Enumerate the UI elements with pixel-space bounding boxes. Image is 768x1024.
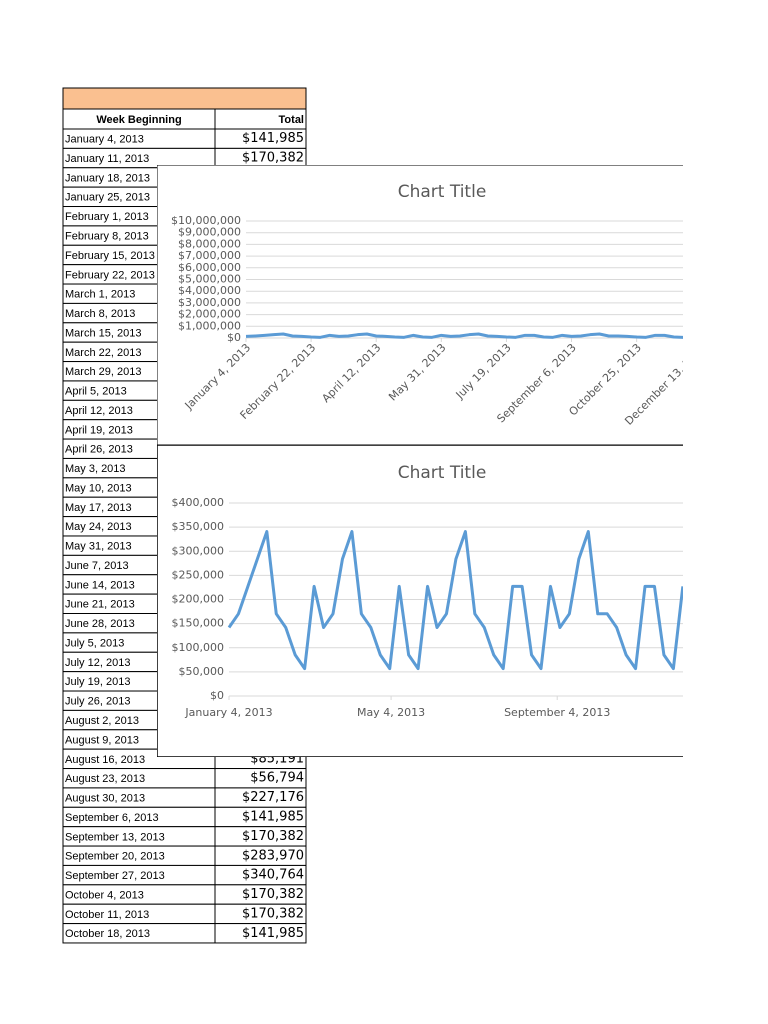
date-cell: August 23, 2013 (65, 773, 145, 785)
y-tick-label: $400,000 (172, 496, 225, 509)
date-cell: January 4, 2013 (65, 134, 144, 146)
y-tick-label: $8,000,000 (178, 237, 241, 250)
data-line (245, 332, 683, 339)
x-tick-label: January 4, 2013 (184, 706, 272, 719)
y-tick-label: $300,000 (172, 544, 225, 557)
y-tick-label: $5,000,000 (178, 273, 241, 286)
chart: Chart Title $0 $50,000 $100,000 $150,000 $20… (157, 445, 683, 757)
date-cell: September 20, 2013 (65, 851, 165, 863)
date-cell: March 1, 2013 (65, 289, 135, 301)
total-cell: $141,985 (242, 809, 304, 824)
date-cell: April 12, 2013 (65, 405, 133, 417)
column-header: Week Beginning (96, 114, 181, 126)
y-tick-label: $0 (227, 331, 241, 344)
total-cell: $141,985 (242, 926, 304, 941)
date-cell: October 11, 2013 (65, 909, 149, 921)
total-cell: $227,176 (242, 790, 304, 805)
header-bar (62, 87, 307, 110)
date-cell: August 2, 2013 (65, 715, 139, 727)
total-cell: $340,764 (242, 868, 304, 883)
column-header: Total (279, 114, 304, 126)
date-cell: September 27, 2013 (65, 870, 165, 882)
date-cell: July 12, 2013 (65, 657, 130, 669)
date-cell: April 5, 2013 (65, 386, 127, 398)
date-cell: April 26, 2013 (65, 444, 133, 456)
chart: Chart Title $0$1,000,000$2,000,000$3,000… (157, 165, 683, 445)
date-cell: February 8, 2013 (65, 230, 149, 242)
total-cell: $170,382 (242, 151, 304, 166)
date-cell: January 18, 2013 (65, 172, 150, 184)
date-cell: October 18, 2013 (65, 928, 150, 940)
date-cell: January 25, 2013 (65, 192, 150, 204)
y-tick-label: $350,000 (172, 520, 225, 533)
y-tick-label: $4,000,000 (178, 284, 241, 297)
chart-title: Chart Title (398, 463, 487, 483)
date-cell: February 15, 2013 (65, 250, 155, 262)
date-cell: March 22, 2013 (65, 347, 141, 359)
y-tick-label: $7,000,000 (178, 249, 241, 262)
y-tick-label: $0 (210, 689, 224, 702)
date-cell: June 21, 2013 (65, 599, 135, 611)
y-tick-label: $1,000,000 (178, 319, 241, 332)
data-line (227, 530, 683, 671)
date-cell: February 22, 2013 (65, 269, 155, 281)
date-cell: August 30, 2013 (65, 793, 145, 805)
date-cell: May 10, 2013 (65, 482, 132, 494)
date-cell: March 29, 2013 (65, 366, 141, 378)
date-cell: March 8, 2013 (65, 308, 135, 320)
date-cell: August 16, 2013 (65, 754, 145, 766)
date-cell: July 26, 2013 (65, 696, 130, 708)
date-cell: January 11, 2013 (65, 153, 149, 165)
date-cell: May 3, 2013 (65, 463, 126, 475)
y-tick-label: $9,000,000 (178, 226, 241, 239)
date-cell: October 4, 2013 (65, 889, 144, 901)
y-tick-label: $150,000 (172, 617, 225, 630)
total-cell: $141,985 (242, 131, 304, 146)
total-cell: $170,382 (242, 906, 304, 921)
date-cell: March 15, 2013 (65, 327, 141, 339)
chart-area (157, 165, 683, 445)
date-cell: May 24, 2013 (65, 521, 132, 533)
y-tick-label: $50,000 (179, 665, 225, 678)
date-cell: May 17, 2013 (65, 502, 132, 514)
y-tick-label: $2,000,000 (178, 308, 241, 321)
date-cell: February 1, 2013 (65, 211, 149, 223)
total-cell: $283,970 (242, 848, 304, 863)
date-cell: June 14, 2013 (65, 579, 135, 591)
total-cell: $56,794 (250, 771, 304, 786)
date-cell: August 9, 2013 (65, 734, 139, 746)
table-row (62, 923, 307, 944)
y-tick-label: $6,000,000 (178, 261, 241, 274)
y-tick-label: $250,000 (172, 568, 225, 581)
chart-title: Chart Title (398, 182, 487, 202)
y-tick-label: $100,000 (172, 641, 225, 654)
date-cell: July 19, 2013 (65, 676, 130, 688)
date-cell: June 28, 2013 (65, 618, 135, 630)
date-cell: June 7, 2013 (65, 560, 129, 572)
y-tick-label: $10,000,000 (171, 214, 241, 227)
date-cell: September 13, 2013 (65, 831, 165, 843)
x-tick-label: September 4, 2013 (504, 706, 610, 719)
date-cell: May 31, 2013 (65, 541, 132, 553)
date-cell: September 6, 2013 (65, 812, 159, 824)
y-tick-label: $3,000,000 (178, 296, 241, 309)
date-cell: July 5, 2013 (65, 637, 124, 649)
total-cell: $170,382 (242, 887, 304, 902)
total-cell: $170,382 (242, 829, 304, 844)
y-tick-label: $200,000 (172, 593, 225, 606)
x-tick-label: May 4, 2013 (357, 706, 425, 719)
date-cell: April 19, 2013 (65, 424, 133, 436)
